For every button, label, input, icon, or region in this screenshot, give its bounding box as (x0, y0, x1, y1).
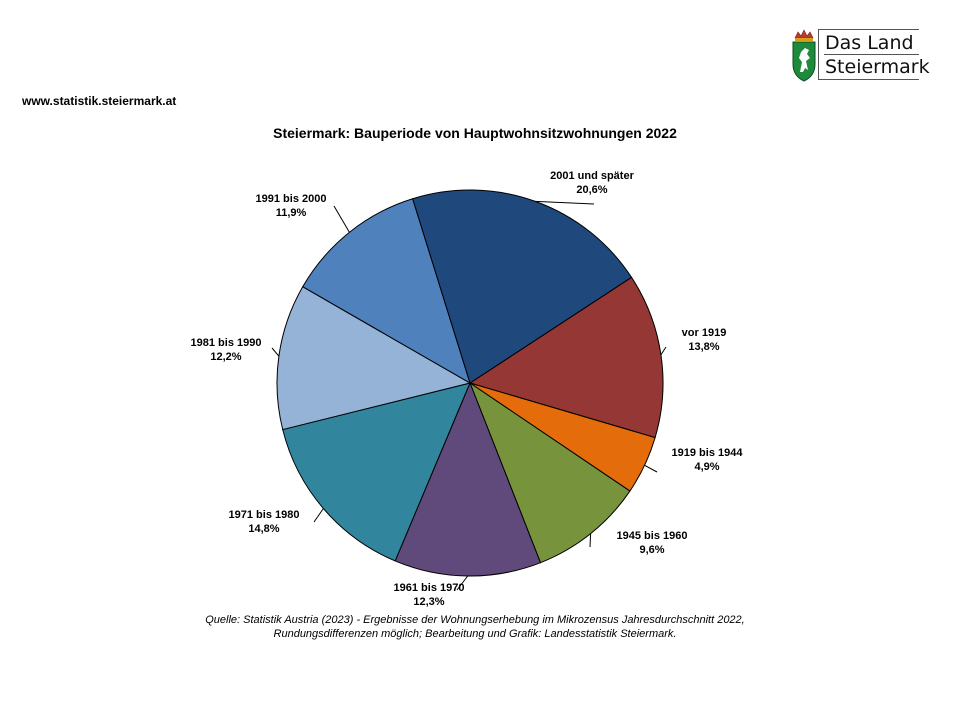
pie-slice (302, 198, 471, 385)
source-line-1: Quelle: Statistik Austria (2023) - Ergeb… (205, 614, 745, 626)
slice-value-label: 4,9% (694, 461, 719, 473)
leader-line (589, 533, 592, 548)
steiermark-coat-of-arms-icon (792, 29, 816, 82)
website-url: www.statistik.steiermark.at (22, 94, 177, 108)
source-line-2: Rundungsdifferenzen möglich; Bearbeitung… (273, 628, 677, 640)
leader-line (456, 575, 469, 591)
pie-slice (468, 381, 631, 564)
slice-value-label: 14,8% (248, 523, 279, 535)
slice-label: 1971 bis 1980 (229, 509, 300, 521)
logo-divider (824, 54, 919, 55)
slice-label: vor 1919 (682, 327, 727, 339)
slice-value-label: 12,3% (413, 596, 444, 608)
slice-value-label: 9,6% (639, 544, 664, 556)
slice-label: 1945 bis 1960 (617, 530, 688, 542)
source-note: Quelle: Statistik Austria (2023) - Ergeb… (0, 613, 950, 641)
das-land-steiermark-logo: Das Land Steiermark (790, 28, 930, 84)
slice-value-label: 20,6% (576, 184, 607, 196)
logo-line-das-land: Das Land (825, 32, 914, 54)
pie-slice (276, 286, 472, 431)
logo-line-steiermark: Steiermark (825, 56, 930, 78)
leader-line (644, 464, 658, 473)
slice-value-label: 13,8% (688, 341, 719, 353)
slice-label: 1961 bis 1970 (394, 582, 465, 594)
leader-line (271, 347, 280, 357)
pie-slice (394, 381, 542, 577)
leader-line (660, 346, 667, 356)
logo-wordmark: Das Land Steiermark (818, 29, 930, 80)
leader-line (535, 200, 595, 205)
slice-value-label: 12,2% (210, 351, 241, 363)
leader-line (313, 508, 324, 523)
slice-value-label: 11,9% (276, 207, 307, 219)
chart-title: Steiermark: Bauperiode von Hauptwohnsitz… (273, 125, 677, 141)
slice-label: 1991 bis 2000 (256, 193, 327, 205)
slice-label: 2001 und später (550, 170, 634, 182)
slice-label: 1919 bis 1944 (672, 447, 744, 459)
slice-label: 1981 bis 1990 (191, 337, 262, 349)
leader-line (333, 205, 350, 233)
